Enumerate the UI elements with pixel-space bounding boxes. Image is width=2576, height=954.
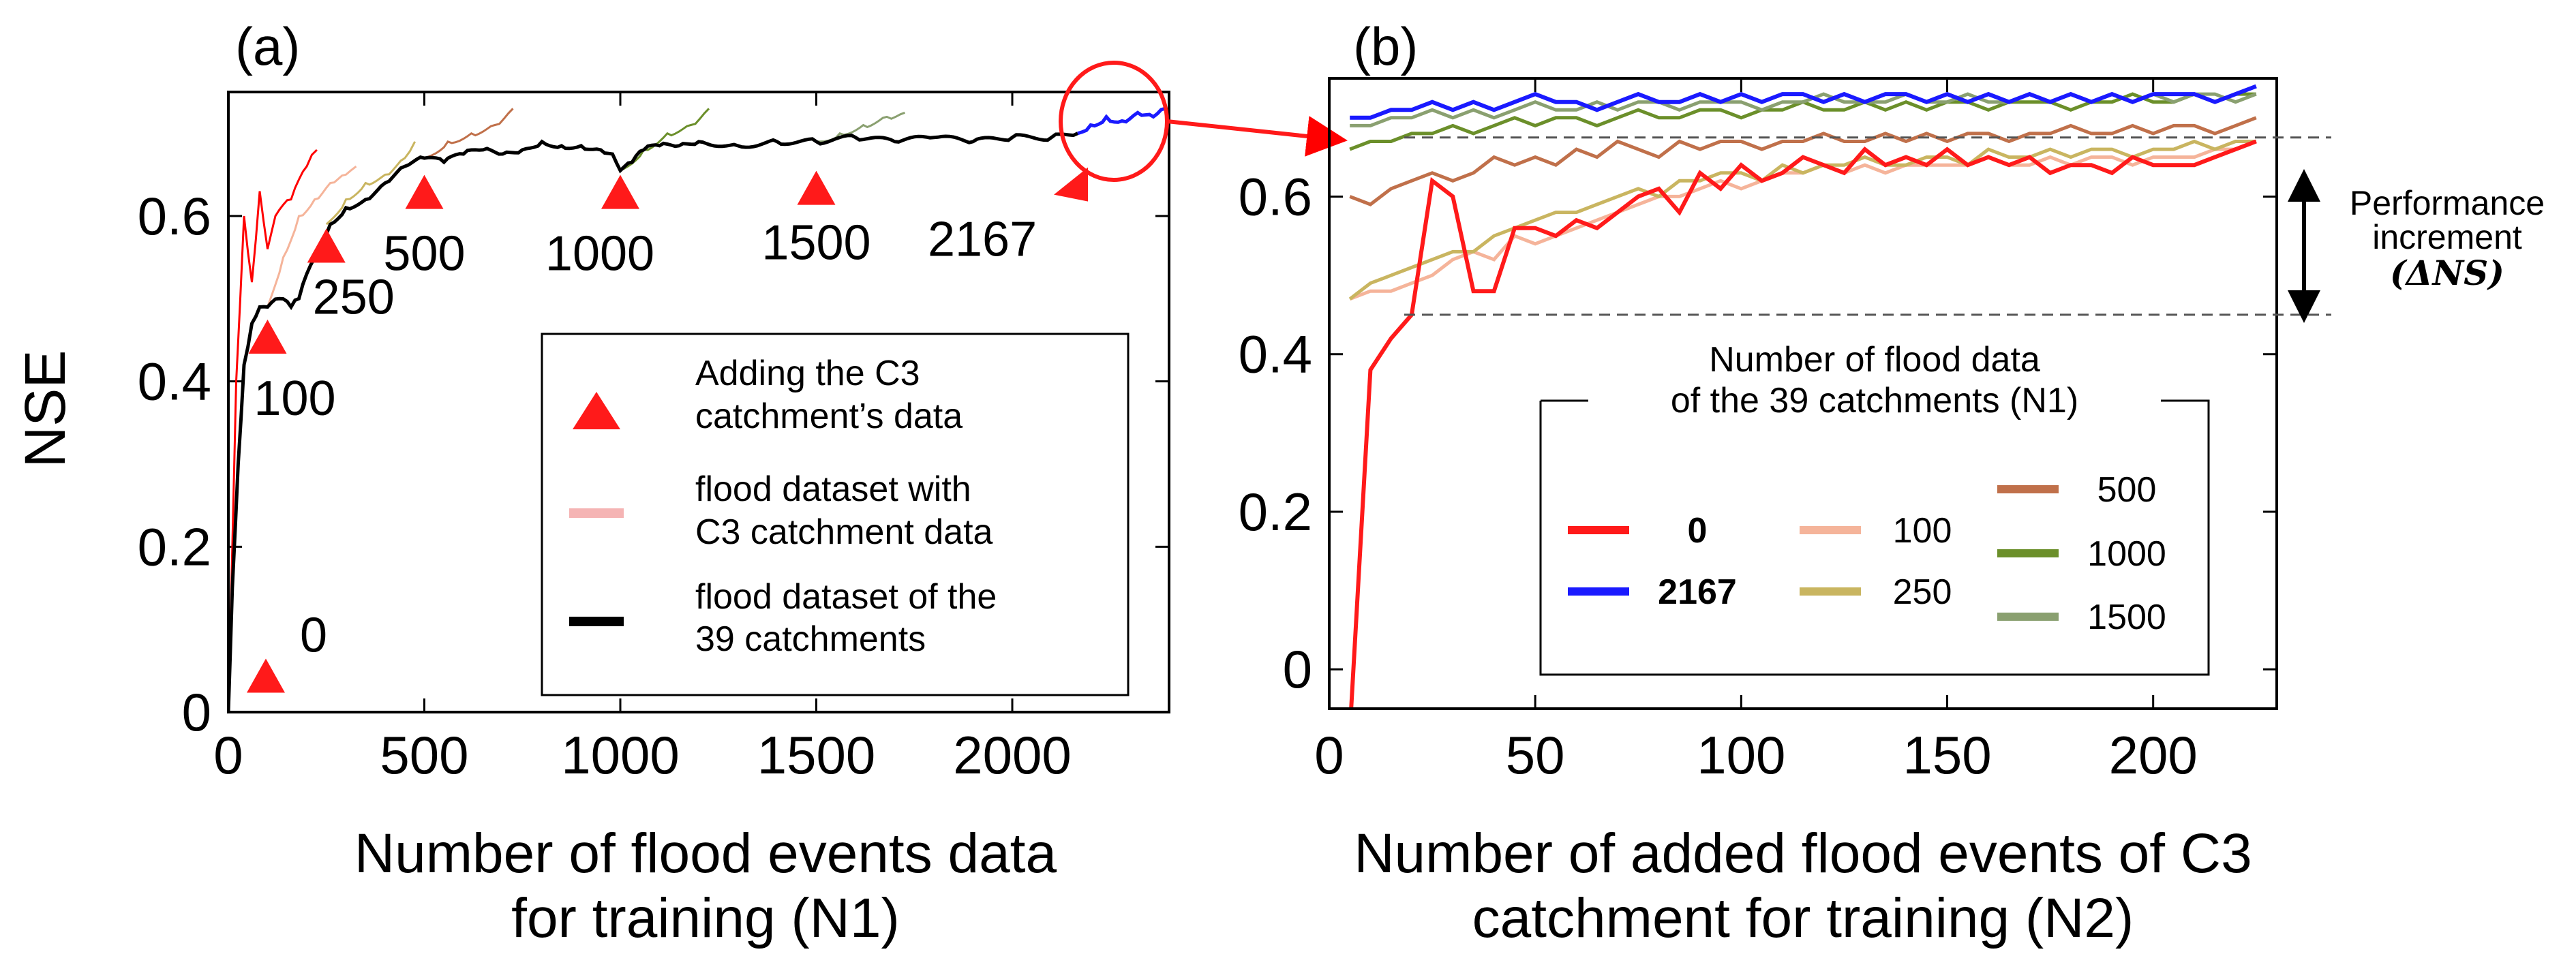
- legend-b-label-500: 500: [2097, 470, 2157, 510]
- a-xtick-label: 0: [213, 725, 243, 785]
- b-series-line-250: [1348, 139, 2256, 301]
- b-xtick-label: 0: [1314, 725, 1344, 785]
- a-triangle-marker: [307, 228, 346, 263]
- performance-label-line3: (ΔNS): [2390, 253, 2504, 293]
- a-marker-label: 500: [383, 227, 465, 281]
- panel-b: (b) 0 50 100 150 200 0 0.2 0.4 0.6 Performance i…: [1239, 16, 2545, 949]
- legend-box: [541, 333, 1130, 696]
- a-highlight-line: [1077, 106, 1166, 136]
- panel-a-plot-area: [228, 106, 1166, 712]
- panel-b-label: (b): [1353, 16, 1418, 76]
- a-triangle-marker: [248, 320, 287, 354]
- legend-item-3-line2: 39 catchments: [695, 619, 926, 659]
- a-xtick-label: 2000: [953, 725, 1072, 785]
- legend-b-label-1000: 1000: [2087, 534, 2166, 574]
- a-triangle-marker: [601, 174, 639, 209]
- b-xtick-label: 150: [1903, 725, 1991, 785]
- legend-item-3-line1: flood dataset of the: [695, 577, 997, 617]
- a-branch-line-0: [228, 149, 318, 712]
- legend-b-label-0: 0: [1688, 511, 1708, 551]
- panel-a: (a) NSE 0 500 1000 1500 2000 0 0.2 0.4 0.6 0 100 2…: [13, 16, 1170, 949]
- panel-b-ticks: 0 50 100 150 200 0 0.2 0.4 0.6: [1239, 78, 2277, 785]
- a-branch-line-500: [424, 108, 514, 159]
- b-ytick-label: 0.6: [1239, 166, 1312, 226]
- a-marker-label: 0: [300, 608, 327, 662]
- a-triangle-marker: [405, 174, 444, 209]
- a-triangle-marker: [247, 658, 285, 693]
- a-ytick-label: 0: [182, 682, 211, 742]
- b-xtick-label: 100: [1697, 725, 1785, 785]
- panel-a-frame: [227, 91, 1170, 713]
- a-triangle-marker: [797, 170, 836, 205]
- a-triangle-marker: [1054, 167, 1089, 202]
- panel-a-xlabel-line1: Number of flood events data: [354, 822, 1057, 884]
- b-series-line-500: [1349, 116, 2257, 206]
- panel-b-plot-area: [1348, 84, 2257, 709]
- a-branch-line-250: [325, 141, 416, 226]
- panel-b-legend: Number of flood data of the 39 catchment…: [1539, 340, 2210, 676]
- legend-b-title-line2: of the 39 catchments (N1): [1671, 381, 2078, 420]
- panel-b-reference-lines: [1404, 136, 2331, 316]
- legend-item-2-line2: C3 catchment data: [695, 512, 993, 552]
- b-ytick-label: 0.2: [1239, 482, 1312, 542]
- a-xtick-label: 1000: [561, 725, 680, 785]
- legend-b-label-2167: 2167: [1658, 572, 1737, 612]
- a-marker-label: 1000: [545, 227, 654, 281]
- panel-a-legend: Adding the C3 catchment’s data flood dat…: [541, 333, 1130, 696]
- legend-triangle-icon: [573, 392, 620, 429]
- a-marker-label: 100: [254, 371, 335, 426]
- panel-b-xlabel-line2: catchment for training (N2): [1472, 887, 2134, 949]
- a-ytick-label: 0.6: [138, 186, 211, 246]
- panel-a-xlabel-line2: for training (N1): [511, 887, 900, 949]
- a-xtick-label: 1500: [757, 725, 876, 785]
- legend-item-2-line1: flood dataset with: [695, 470, 971, 509]
- legend-b-label-1500: 1500: [2087, 598, 2166, 637]
- a-marker-label: 250: [313, 271, 395, 325]
- a-marker-label: 2167: [928, 213, 1037, 267]
- panel-a-label: (a): [235, 16, 300, 76]
- panel-b-frame: [1328, 77, 2278, 710]
- b-xtick-label: 50: [1506, 725, 1565, 785]
- panel-a-ylabel: NSE: [13, 350, 77, 468]
- b-ytick-label: 0.4: [1239, 324, 1312, 384]
- legend-b-title-line1: Number of flood data: [1709, 340, 2040, 380]
- b-series-line-0: [1349, 139, 2257, 709]
- b-series-line-2167: [1350, 84, 2257, 120]
- performance-label-line2: increment: [2372, 218, 2522, 256]
- a-main-line: [228, 132, 1079, 712]
- a-ytick-label: 0.4: [138, 352, 211, 412]
- a-xtick-label: 500: [380, 725, 468, 785]
- a-ytick-label: 0.2: [138, 517, 211, 576]
- legend-b-label-100: 100: [1893, 511, 1952, 551]
- a-branch-line-100: [267, 166, 357, 308]
- a-marker-label: 1500: [761, 216, 870, 271]
- panel-b-xlabel-line1: Number of added flood events of C3: [1354, 822, 2252, 884]
- legend-b-label-250: 250: [1893, 572, 1952, 612]
- legend-item-1-line1: Adding the C3: [695, 354, 920, 393]
- zoom-arrow: [1166, 116, 1348, 157]
- legend-b-frame: [1539, 399, 2210, 676]
- b-xtick-label: 200: [2109, 725, 2198, 785]
- b-ytick-label: 0: [1283, 639, 1312, 699]
- performance-label-line1: Performance: [2350, 184, 2545, 222]
- legend-b-items: 0 2167 100 250 500 1000 1500: [1568, 470, 2166, 637]
- a-branch-line-1500: [816, 111, 905, 143]
- legend-item-1-line2: catchment’s data: [695, 397, 963, 436]
